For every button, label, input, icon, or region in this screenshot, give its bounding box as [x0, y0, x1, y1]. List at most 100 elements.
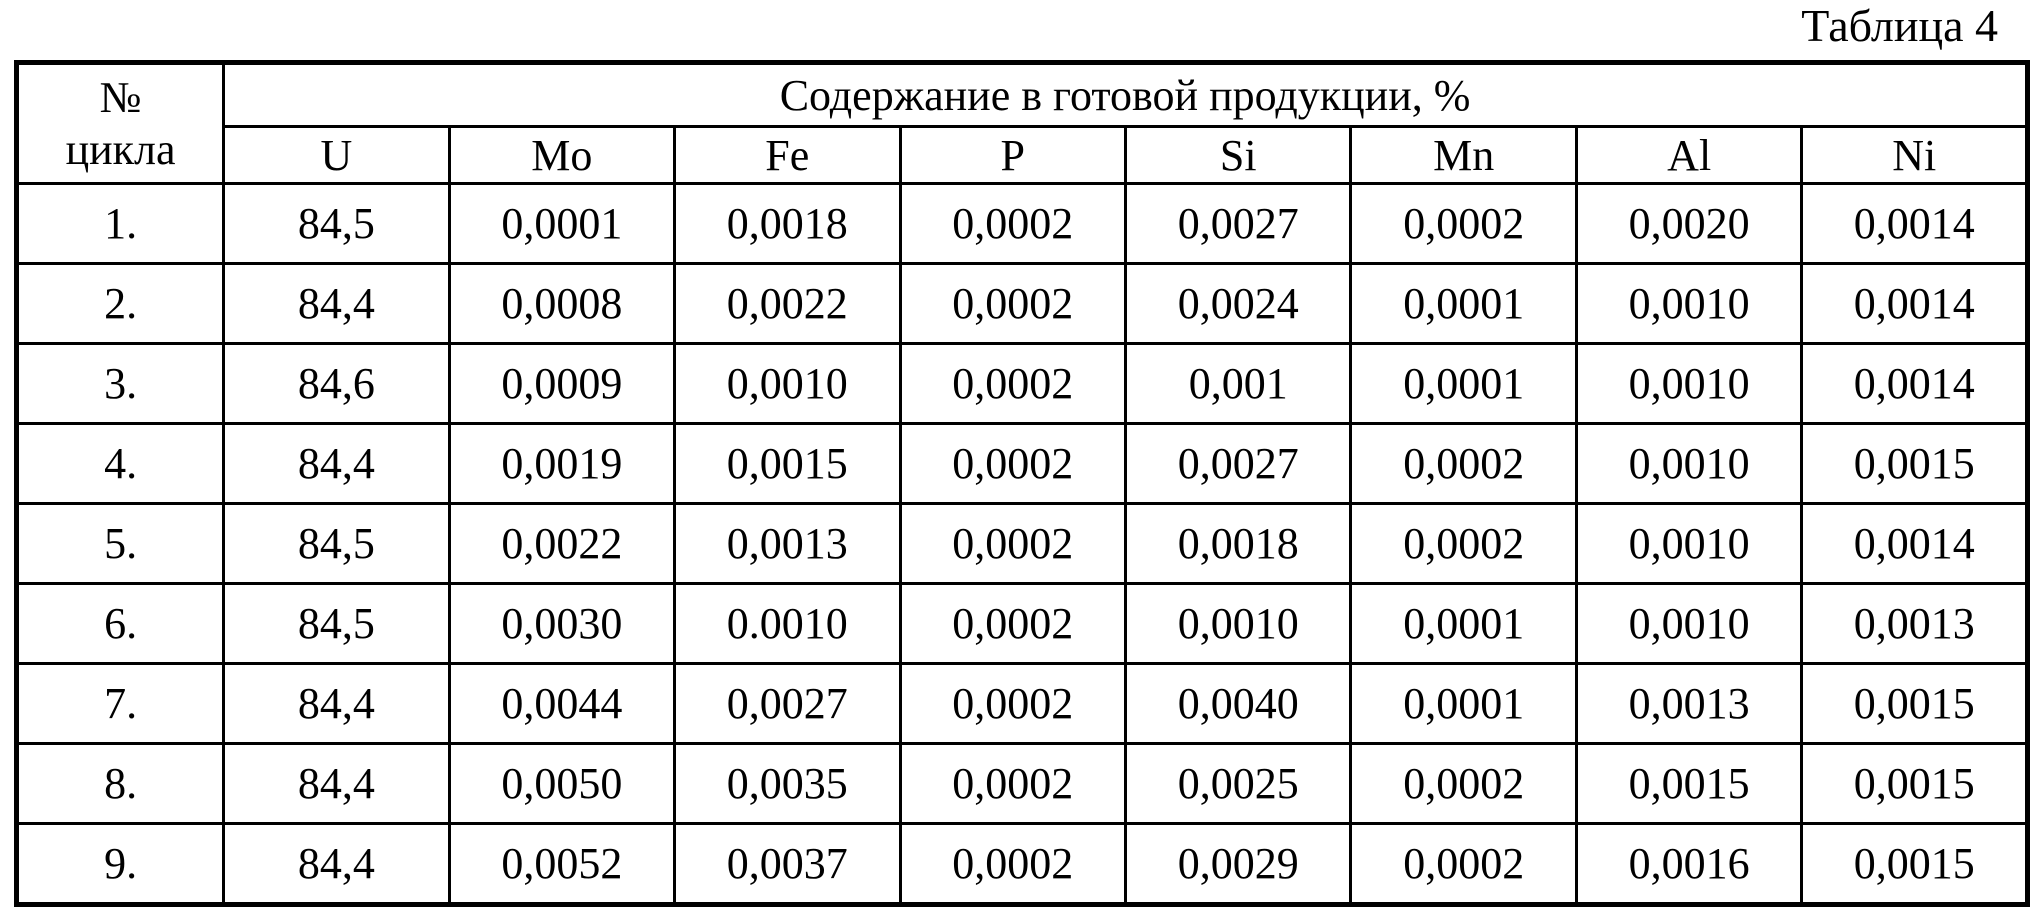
value-cell-al: 0,0010 [1574, 502, 1804, 585]
value-cell-mn: 0,0001 [1349, 262, 1578, 345]
value-cell-al: 0,0020 [1574, 182, 1804, 265]
value-cell-si: 0,0027 [1123, 182, 1353, 265]
table-row: 7. 84,4 0,0044 0,0027 0,0002 0,0040 0,0001 0,00… [14, 662, 2029, 745]
value-cell-al: 0,0013 [1574, 662, 1804, 745]
value-cell-p: 0,0002 [898, 502, 1128, 585]
page-title: Таблица 4 [1801, 0, 1998, 51]
value-cell-si: 0,0025 [1123, 742, 1353, 825]
value-cell-u: 84,6 [222, 342, 451, 425]
value-cell-p: 0,0002 [898, 342, 1128, 425]
column-header-p: P [898, 125, 1128, 185]
column-header-mo: Mo [447, 125, 677, 185]
cycle-number-header-line1: № [99, 72, 142, 122]
value-cell-p: 0,0002 [898, 262, 1128, 345]
group-header-row: № цикла Содержание в готовой продукции, … [14, 61, 2029, 185]
value-cell-mn: 0,0002 [1349, 182, 1578, 265]
value-cell-si: 0,0029 [1123, 822, 1353, 906]
value-cell-ni: 0,0014 [1800, 502, 2029, 585]
value-cell-ni: 0,0015 [1800, 662, 2029, 745]
cycle-number-cell: 6. [14, 582, 226, 665]
column-header-al: Al [1574, 125, 1804, 185]
value-cell-mn: 0,0002 [1349, 422, 1578, 505]
value-cell-u: 84,5 [222, 182, 451, 265]
value-cell-si: 0,0027 [1123, 422, 1353, 505]
value-cell-mn: 0,0001 [1349, 342, 1578, 425]
value-cell-ni: 0,0014 [1800, 182, 2029, 265]
value-cell-ni: 0,0013 [1800, 582, 2029, 665]
value-cell-fe: 0.0010 [673, 582, 902, 665]
value-cell-ni: 0,0014 [1800, 262, 2029, 345]
column-header-ni: Ni [1800, 125, 2029, 185]
table-row: 6. 84,5 0,0030 0.0010 0,0002 0,0010 0,0001 0,00… [14, 582, 2029, 665]
table-row: 2. 84,4 0,0008 0,0022 0,0002 0,0024 0,0001 0,00… [14, 262, 2029, 345]
value-cell-u: 84,4 [222, 662, 451, 745]
value-cell-u: 84,5 [222, 582, 451, 665]
cycle-number-header: № цикла [14, 61, 226, 185]
group-header: Содержание в готовой продукции, % [222, 61, 2029, 128]
value-cell-mo: 0,0022 [447, 502, 677, 585]
value-cell-mo: 0,0044 [447, 662, 677, 745]
table-row: 3. 84,6 0,0009 0,0010 0,0002 0,001 0,0001 0,001… [14, 342, 2029, 425]
value-cell-fe: 0,0022 [673, 262, 902, 345]
cycle-number-cell: 3. [14, 342, 226, 425]
value-cell-al: 0,0016 [1574, 822, 1804, 906]
value-cell-mo: 0,0050 [447, 742, 677, 825]
value-cell-fe: 0,0015 [673, 422, 902, 505]
value-cell-mo: 0,0030 [447, 582, 677, 665]
value-cell-si: 0,0010 [1123, 582, 1353, 665]
value-cell-ni: 0,0015 [1800, 422, 2029, 505]
column-header-fe: Fe [673, 125, 902, 185]
column-header-u: U [222, 125, 451, 185]
value-cell-p: 0,0002 [898, 182, 1128, 265]
table-row: 9. 84,4 0,0052 0,0037 0,0002 0,0029 0,0002 0,00… [14, 822, 2029, 906]
value-cell-mo: 0,0019 [447, 422, 677, 505]
cycle-number-cell: 2. [14, 262, 226, 345]
value-cell-u: 84,4 [222, 422, 451, 505]
value-cell-mn: 0,0001 [1349, 582, 1578, 665]
value-cell-mn: 0,0002 [1349, 742, 1578, 825]
value-cell-al: 0,0010 [1574, 262, 1804, 345]
table-row: 4. 84,4 0,0019 0,0015 0,0002 0,0027 0,0002 0,00… [14, 422, 2029, 505]
value-cell-u: 84,5 [222, 502, 451, 585]
value-cell-p: 0,0002 [898, 582, 1128, 665]
cycle-number-cell: 7. [14, 662, 226, 745]
value-cell-fe: 0,0027 [673, 662, 902, 745]
value-cell-p: 0,0002 [898, 742, 1128, 825]
value-cell-fe: 0,0035 [673, 742, 902, 825]
value-cell-u: 84,4 [222, 742, 451, 825]
value-cell-fe: 0,0013 [673, 502, 902, 585]
value-cell-si: 0,0024 [1123, 262, 1353, 345]
column-header-si: Si [1123, 125, 1353, 185]
value-cell-al: 0,0010 [1574, 582, 1804, 665]
value-cell-al: 0,0015 [1574, 742, 1804, 825]
cycle-number-cell: 9. [14, 822, 226, 906]
table-row: 1. 84,5 0,0001 0,0018 0,0002 0,0027 0,0002 0,00… [14, 182, 2029, 265]
value-cell-u: 84,4 [222, 822, 451, 906]
value-cell-mo: 0,0052 [447, 822, 677, 906]
value-cell-mn: 0,0002 [1349, 502, 1578, 585]
cycle-number-cell: 4. [14, 422, 226, 505]
value-cell-mo: 0,0009 [447, 342, 677, 425]
value-cell-fe: 0,0010 [673, 342, 902, 425]
value-cell-fe: 0,0018 [673, 182, 902, 265]
cycle-number-cell: 1. [14, 182, 226, 265]
value-cell-si: 0,001 [1123, 342, 1353, 425]
element-header-row: U Mo Fe P Si Mn Al Ni [17, 125, 2029, 185]
value-cell-mo: 0,0001 [447, 182, 677, 265]
value-cell-p: 0,0002 [898, 822, 1128, 906]
value-cell-al: 0,0010 [1574, 342, 1804, 425]
value-cell-p: 0,0002 [898, 662, 1128, 745]
value-cell-u: 84,4 [222, 262, 451, 345]
value-cell-ni: 0,0015 [1800, 742, 2029, 825]
value-cell-mn: 0,0001 [1349, 662, 1578, 745]
cycle-number-cell: 8. [14, 742, 226, 825]
value-cell-si: 0,0018 [1123, 502, 1353, 585]
column-header-mn: Mn [1349, 125, 1578, 185]
value-cell-si: 0,0040 [1123, 662, 1353, 745]
value-cell-mo: 0,0008 [447, 262, 677, 345]
value-cell-al: 0,0010 [1574, 422, 1804, 505]
composition-table: № цикла Содержание в готовой продукции, … [14, 60, 2030, 907]
value-cell-p: 0,0002 [898, 422, 1128, 505]
value-cell-ni: 0,0015 [1800, 822, 2029, 906]
cycle-number-header-line2: цикла [65, 124, 176, 174]
